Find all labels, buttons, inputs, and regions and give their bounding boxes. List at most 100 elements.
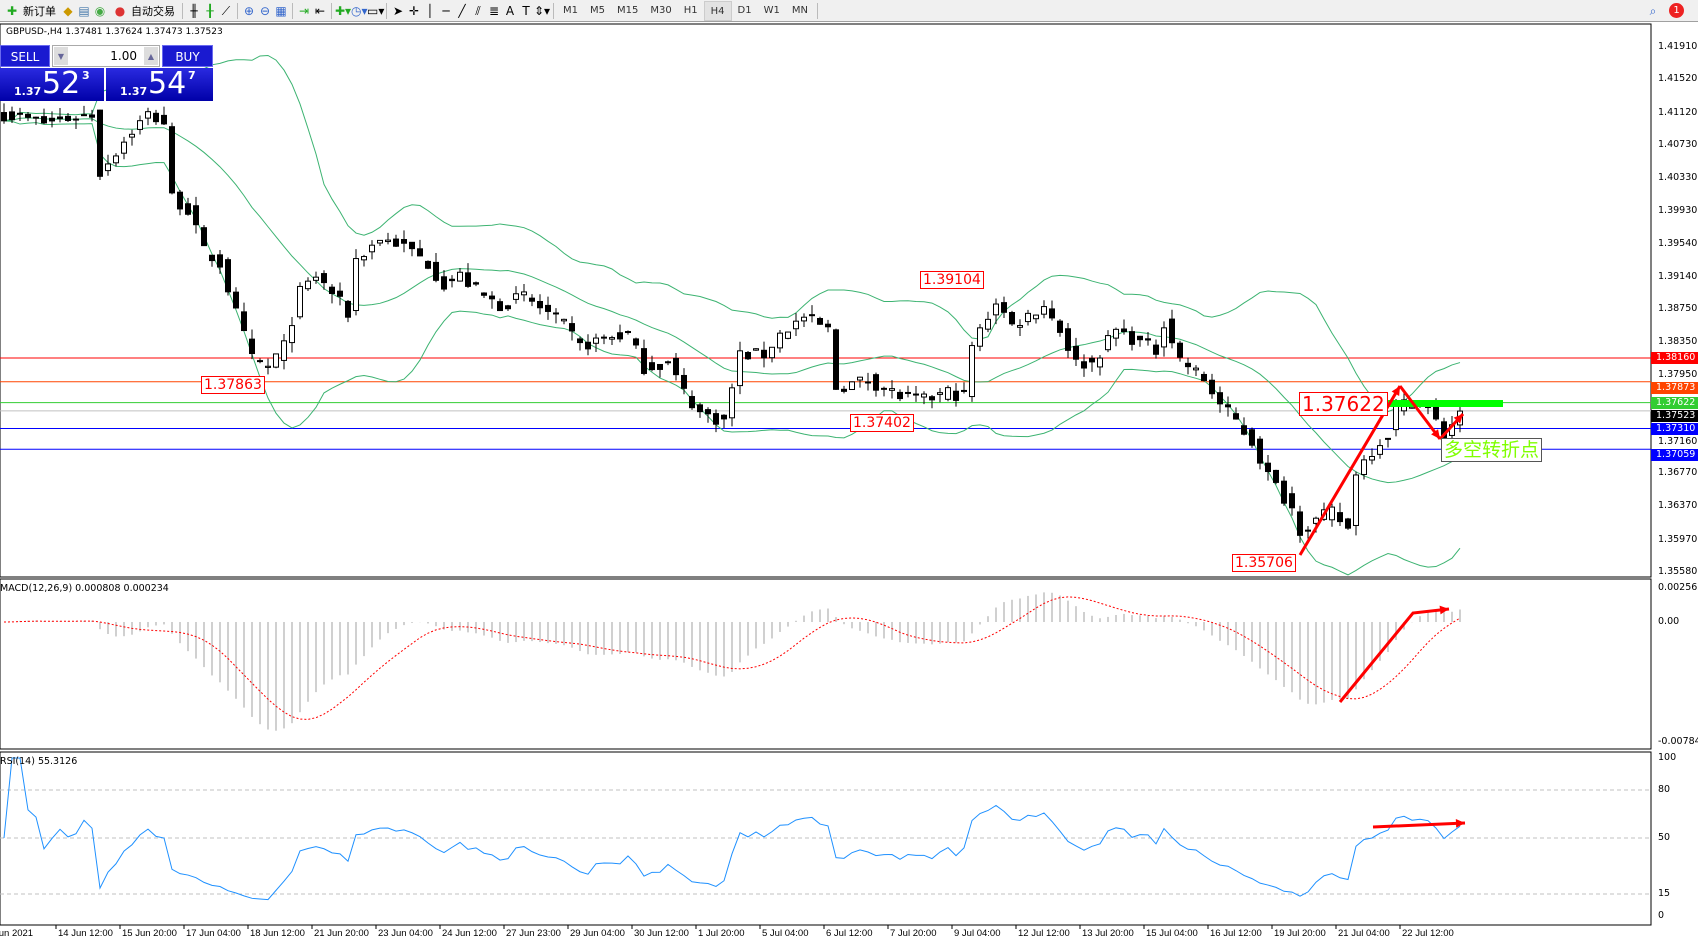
candlestick-icon[interactable]: ╂: [206, 3, 214, 18]
bull-candle: [1361, 459, 1367, 475]
bull-candle: [945, 387, 951, 400]
bull-candle: [553, 312, 559, 315]
zoom-in-icon[interactable]: ⊕: [243, 3, 255, 18]
bull-candle: [777, 332, 783, 349]
equidistant-channel-icon[interactable]: ⫽: [475, 3, 481, 18]
periods-icon[interactable]: ◷▾: [351, 3, 368, 18]
price-label-low-1[interactable]: 1.37863: [201, 376, 265, 394]
bull-candle: [937, 392, 943, 395]
timeframe-m30[interactable]: M30: [650, 4, 672, 16]
bear-candle: [41, 116, 47, 124]
time-axis-label: 24 Jun 12:00: [442, 928, 497, 939]
bear-candle: [345, 300, 351, 318]
templates-icon[interactable]: ▭▾: [367, 3, 385, 18]
chart-shift-icon[interactable]: ⇤: [314, 3, 326, 18]
price-axis-label: 1.41910: [1658, 41, 1698, 52]
horizontal-line-icon[interactable]: ─: [442, 3, 450, 18]
macd-axis-min: -0.007847: [1658, 736, 1698, 747]
text-icon[interactable]: A: [505, 3, 515, 18]
zoom-out-icon[interactable]: ⊖: [259, 3, 271, 18]
bear-candle: [433, 261, 439, 281]
rsi-axis-100: 100: [1658, 752, 1677, 763]
vertical-line-icon[interactable]: │: [426, 3, 434, 18]
bear-candle: [1121, 328, 1127, 333]
bear-candle: [1337, 512, 1343, 523]
price-axis-label: 1.36770: [1658, 467, 1698, 479]
price-label-level[interactable]: 1.37622: [1299, 392, 1388, 416]
price-line-tag: 1.37622: [1651, 396, 1698, 409]
new-order-button[interactable]: ✚ 新订单: [0, 1, 60, 21]
line-chart-icon[interactable]: ⟋: [221, 3, 231, 18]
price-line-tag: 1.37873: [1651, 382, 1698, 395]
rsi-label: RSI(14) 55.3126: [0, 756, 78, 767]
arrows-icon[interactable]: ⇕▾: [534, 3, 551, 18]
toolbar: ✚ 新订单 ◆ ▤ ◉ ● 自动交易 ╫ ╂ ⟋ ⊕ ⊖ ▦ ⇥ ⇤ ✚▾ ◷▾ ▭…: [0, 0, 1698, 22]
tile-windows-icon[interactable]: ▦: [275, 3, 287, 18]
bull-candle: [913, 393, 919, 396]
bull-candle: [353, 258, 359, 312]
bear-candle: [209, 254, 215, 262]
lot-decrease-icon[interactable]: ▼: [54, 47, 68, 65]
timeframe-h4[interactable]: H4: [703, 0, 732, 21]
macd-arrow: [1338, 607, 1450, 703]
cursor-icon[interactable]: ➤: [392, 3, 404, 18]
time-axis-label: 15 Jun 20:00: [122, 928, 177, 939]
bear-candle: [241, 311, 247, 332]
lot-size-input[interactable]: ▼ 1.00 ▲: [52, 45, 160, 67]
timeframe-w1[interactable]: W1: [763, 4, 780, 16]
bear-candle: [1249, 429, 1255, 446]
price-label-high-1[interactable]: 1.39104: [920, 271, 984, 289]
timeframe-m15[interactable]: M15: [617, 4, 639, 16]
macd-axis-zero: 0.00: [1658, 616, 1680, 627]
auto-trading-button[interactable]: ● 自动交易: [108, 1, 179, 21]
time-axis-label: 21 Jun 20:00: [314, 928, 369, 939]
bear-candle: [929, 396, 935, 401]
timeframe-h1[interactable]: H1: [683, 4, 698, 16]
sell-button[interactable]: SELL: [0, 45, 50, 67]
bear-candle: [657, 363, 663, 370]
lot-increase-icon[interactable]: ▲: [144, 47, 158, 65]
buy-price[interactable]: 1.37 54 7: [106, 66, 213, 101]
timeframe-d1[interactable]: D1: [737, 4, 752, 16]
text-label-icon[interactable]: T: [522, 3, 530, 18]
sell-price[interactable]: 1.37 52 3: [0, 66, 104, 101]
signals-icon[interactable]: ◉: [94, 3, 106, 18]
trendline-icon[interactable]: ╱: [458, 3, 466, 18]
price-label-low-2[interactable]: 1.37402: [850, 414, 914, 432]
timeframe-m5[interactable]: M5: [590, 4, 605, 16]
price-axis-label: 1.36370: [1658, 500, 1698, 512]
rsi-pane: [0, 751, 1652, 926]
fibonacci-icon[interactable]: ≣: [488, 3, 500, 18]
bear-candle: [409, 241, 415, 250]
time-axis-label: 22 Jul 12:00: [1402, 928, 1454, 939]
bull-candle: [1097, 357, 1103, 368]
search-icon[interactable]: ⌕: [1649, 3, 1657, 18]
bear-candle: [649, 362, 655, 371]
timeframe-m1[interactable]: M1: [563, 4, 578, 16]
indicators-icon[interactable]: ✚▾: [335, 3, 352, 18]
crosshair-icon[interactable]: ✛: [408, 3, 420, 18]
turning-point-label[interactable]: 多空转折点: [1441, 438, 1543, 462]
bear-candle: [681, 374, 687, 389]
bear-candle: [689, 396, 695, 409]
new-order-icon: ✚: [6, 3, 18, 18]
bear-candle: [809, 314, 815, 317]
price-label-low-3[interactable]: 1.35706: [1232, 554, 1296, 572]
timeframe-mn[interactable]: MN: [791, 4, 808, 16]
notification-badge[interactable]: 1: [1669, 3, 1684, 18]
bull-candle: [609, 337, 615, 340]
bear-candle: [961, 389, 967, 392]
market-watch-icon[interactable]: ◆: [63, 3, 73, 18]
navigator-icon[interactable]: ▤: [78, 3, 90, 18]
timeframe-bar: M1 M5 M15 M30 H1 H4 D1 W1 MN: [557, 0, 814, 21]
macd-pane: [0, 578, 1652, 750]
bull-candle: [1305, 529, 1311, 532]
auto-scroll-icon[interactable]: ⇥: [298, 3, 310, 18]
trend-arrow-up-head: [1391, 386, 1400, 396]
time-axis-label: 23 Jun 04:00: [378, 928, 433, 939]
bull-candle: [793, 320, 799, 330]
buy-button[interactable]: BUY: [162, 45, 213, 67]
price-axis-label: 1.37160: [1658, 435, 1698, 447]
bar-chart-icon[interactable]: ╫: [190, 3, 198, 18]
